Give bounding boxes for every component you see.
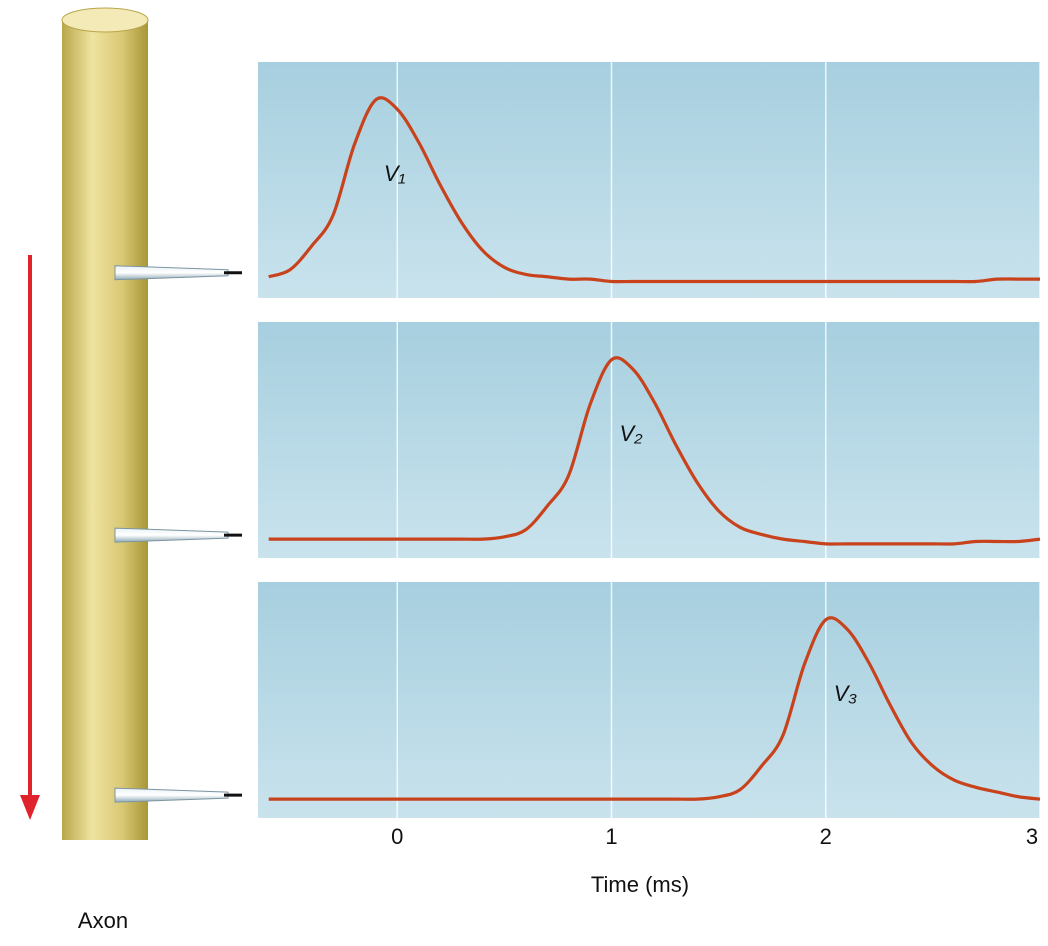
x-axis-label: Time (ms): [591, 872, 689, 897]
series-label: V₃: [834, 681, 858, 706]
panel: [258, 62, 1040, 298]
axon: [61, 7, 149, 840]
x-tick-label: 0: [391, 824, 403, 849]
x-tick-label: 3: [1026, 824, 1038, 849]
electrode: [114, 265, 229, 281]
x-tick-label: 2: [820, 824, 832, 849]
line-series: [268, 96, 1040, 284]
direction-arrow: [20, 255, 40, 820]
series-label: V₁: [384, 161, 406, 186]
axon-label: Axon: [78, 908, 128, 933]
electrode: [114, 527, 229, 543]
electrodes: [114, 265, 242, 803]
line-series: [268, 356, 1041, 546]
series-label: V₂: [620, 421, 644, 446]
line-series: [268, 616, 1041, 801]
x-tick-label: 1: [605, 824, 617, 849]
panel: [258, 322, 1040, 558]
panel: [258, 582, 1040, 818]
electrode: [114, 787, 229, 803]
